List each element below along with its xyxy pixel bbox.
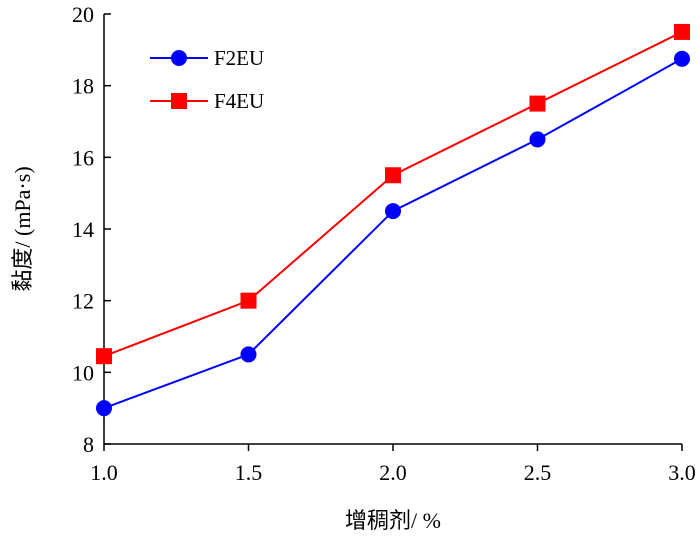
legend-item-F4EU: F4EU [150, 89, 264, 113]
data-point [385, 167, 401, 184]
y-tick-label: 16 [72, 145, 94, 170]
legend-marker [171, 50, 187, 66]
x-axis-title: 增稠剂/ % [345, 508, 441, 533]
y-tick-label: 20 [72, 2, 94, 27]
data-point [529, 95, 546, 112]
legend-item-F2EU: F2EU [150, 46, 264, 70]
series-layer [96, 23, 690, 417]
data-point [529, 131, 546, 148]
x-tick-label: 3.0 [668, 460, 696, 485]
series-F4EU [96, 23, 690, 365]
data-point [240, 346, 257, 363]
y-tick-label: 8 [83, 432, 94, 457]
y-tick-label: 18 [72, 74, 94, 99]
y-axis-title: 黏度/ (mPa·s) [10, 166, 35, 291]
y-tick-label: 14 [72, 217, 94, 242]
data-point [240, 292, 257, 309]
data-point [674, 50, 690, 67]
y-tick-label: 12 [72, 289, 94, 314]
legend-marker [171, 93, 187, 109]
data-point [385, 203, 401, 220]
data-point [96, 400, 112, 417]
legend-label: F4EU [214, 89, 264, 113]
series-F2EU [96, 50, 690, 417]
series-line [103, 57, 683, 410]
y-tick-label: 10 [72, 360, 94, 385]
series-line [103, 31, 683, 358]
axes [103, 14, 682, 445]
x-tick-label: 1.0 [90, 460, 118, 485]
x-tick-label: 2.0 [379, 460, 407, 485]
data-point [674, 23, 690, 40]
tick-marks [103, 13, 683, 451]
legend: F2EU F4EU [150, 46, 264, 113]
tick-labels: 8 10 12 14 16 18 20 1.0 1.5 2.0 2.5 3.0 [72, 2, 696, 485]
data-point [96, 348, 112, 365]
x-tick-label: 2.5 [524, 460, 552, 485]
legend-label: F2EU [214, 46, 264, 70]
x-tick-label: 1.5 [235, 460, 263, 485]
